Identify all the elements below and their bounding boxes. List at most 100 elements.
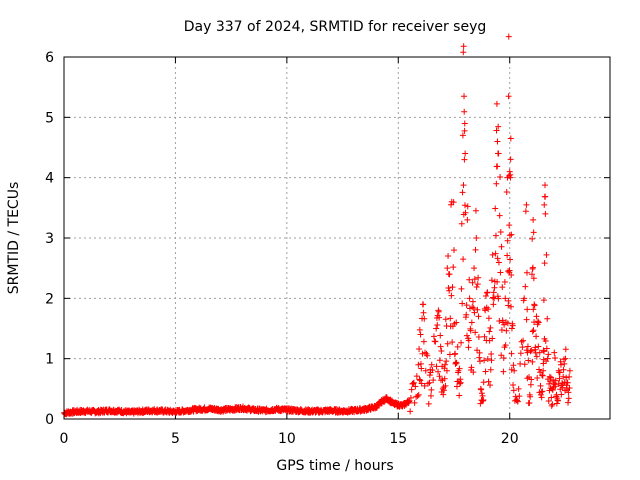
data-point <box>503 327 510 334</box>
x-tick-label: 5 <box>171 431 180 447</box>
data-point <box>482 368 489 375</box>
data-point <box>522 208 529 215</box>
data-point <box>497 269 504 276</box>
data-point <box>471 265 478 272</box>
data-point <box>410 379 417 386</box>
data-point <box>454 343 461 350</box>
data-point <box>526 399 533 406</box>
data-point <box>562 355 569 362</box>
data-point <box>487 324 494 331</box>
data-point <box>489 251 496 258</box>
data-point <box>533 333 540 340</box>
data-point <box>489 335 496 342</box>
data-point <box>442 316 449 323</box>
data-point <box>536 366 543 373</box>
data-point <box>414 393 421 400</box>
data-point <box>530 216 537 223</box>
data-point <box>510 387 517 394</box>
data-point <box>462 150 469 157</box>
data-point <box>436 314 443 321</box>
data-point <box>508 303 515 310</box>
data-point <box>542 338 549 345</box>
data-point <box>527 381 534 388</box>
data-point <box>508 272 515 279</box>
data-point <box>541 260 548 267</box>
data-point <box>490 294 496 301</box>
data-point <box>458 339 465 346</box>
data-point <box>460 43 467 50</box>
data-point <box>540 347 547 354</box>
data-point <box>464 332 470 339</box>
data-point <box>411 399 418 406</box>
data-point <box>508 366 515 373</box>
data-point <box>449 284 456 291</box>
data-point <box>566 385 573 392</box>
data-point <box>523 316 530 323</box>
data-point <box>445 252 452 259</box>
data-point <box>470 369 477 376</box>
data-point <box>488 277 495 284</box>
data-point <box>422 367 429 374</box>
data-point <box>549 401 556 408</box>
data-point <box>446 287 453 294</box>
data-point <box>510 362 517 369</box>
data-point <box>464 203 471 210</box>
data-point <box>527 348 534 355</box>
data-point <box>497 174 504 181</box>
data-point <box>514 398 521 405</box>
data-point <box>517 350 524 357</box>
data-point <box>506 267 513 274</box>
data-point <box>459 132 466 139</box>
data-point <box>406 398 413 405</box>
tick-labels: 0 5 10 15 20 0 1 2 3 4 5 6 <box>45 50 519 447</box>
data-point <box>539 372 546 379</box>
data-point <box>515 385 522 392</box>
data-point <box>416 326 423 333</box>
data-point <box>436 373 443 380</box>
data-point <box>479 392 486 399</box>
data-point <box>477 358 483 365</box>
x-axis-label: GPS time / hours <box>276 458 393 474</box>
data-point <box>483 337 490 344</box>
data-point <box>460 182 467 189</box>
data-point <box>467 327 474 334</box>
data-point <box>488 350 495 357</box>
data-point <box>458 285 465 292</box>
data-point <box>408 386 415 393</box>
data-point <box>541 201 548 208</box>
data-point <box>440 387 447 394</box>
data-point <box>494 163 501 170</box>
x-tick-label: 0 <box>60 431 69 447</box>
data-point <box>519 344 526 351</box>
data-point <box>444 340 451 347</box>
data-point <box>480 396 487 403</box>
data-point <box>528 347 535 354</box>
data-point <box>461 127 468 134</box>
data-point <box>540 297 547 304</box>
data-point <box>502 342 509 349</box>
data-point <box>416 345 423 352</box>
data-point <box>460 49 467 56</box>
data-point <box>449 339 456 346</box>
data-point <box>495 295 502 302</box>
data-point <box>469 298 476 305</box>
data-point <box>495 150 502 157</box>
data-point <box>477 400 484 407</box>
data-point <box>480 379 487 386</box>
data-point <box>443 358 450 365</box>
data-point <box>544 355 551 362</box>
data-point <box>415 361 422 368</box>
data-point <box>417 377 424 384</box>
data-point <box>444 265 451 272</box>
data-point <box>520 337 527 344</box>
data-point <box>507 174 514 181</box>
data-point <box>506 168 513 175</box>
data-point <box>472 329 479 336</box>
data-point <box>565 389 572 396</box>
data-point <box>529 271 535 278</box>
data-point <box>447 315 454 322</box>
data-point <box>436 357 443 364</box>
data-point <box>435 368 442 375</box>
data-point <box>514 397 521 404</box>
data-point <box>505 33 512 40</box>
